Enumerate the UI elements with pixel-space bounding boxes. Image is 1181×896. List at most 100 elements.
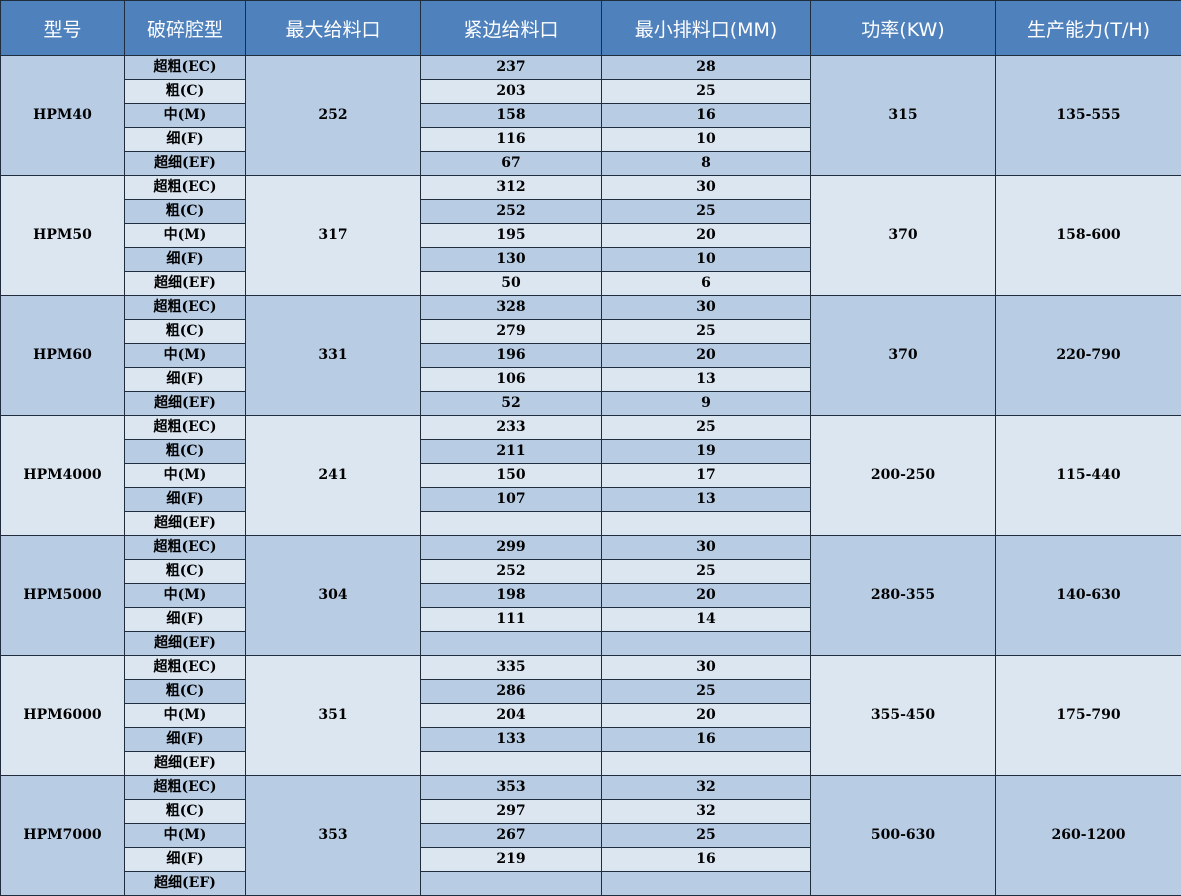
closed-feed-cell: 130 (421, 248, 602, 272)
closed-feed-cell: 111 (421, 608, 602, 632)
min-discharge-cell: 32 (602, 776, 811, 800)
min-discharge-cell: 8 (602, 152, 811, 176)
closed-feed-cell: 286 (421, 680, 602, 704)
closed-feed-cell (421, 632, 602, 656)
min-discharge-cell: 20 (602, 704, 811, 728)
min-discharge-cell: 30 (602, 296, 811, 320)
min-discharge-cell: 19 (602, 440, 811, 464)
capacity-cell: 135-555 (996, 56, 1181, 176)
min-discharge-cell: 25 (602, 200, 811, 224)
min-discharge-cell: 25 (602, 320, 811, 344)
min-discharge-cell: 25 (602, 560, 811, 584)
cavity-cell: 中(M) (125, 584, 246, 608)
cavity-cell: 超细(EF) (125, 512, 246, 536)
cavity-cell: 粗(C) (125, 200, 246, 224)
closed-feed-cell: 195 (421, 224, 602, 248)
closed-feed-cell: 297 (421, 800, 602, 824)
model-cell: HPM6000 (1, 656, 125, 776)
min-discharge-cell: 14 (602, 608, 811, 632)
cavity-cell: 超粗(EC) (125, 176, 246, 200)
closed-feed-cell: 107 (421, 488, 602, 512)
cavity-cell: 中(M) (125, 104, 246, 128)
closed-feed-cell: 211 (421, 440, 602, 464)
max-feed-cell: 351 (246, 656, 421, 776)
min-discharge-cell: 13 (602, 368, 811, 392)
closed-feed-cell: 267 (421, 824, 602, 848)
model-cell: HPM50 (1, 176, 125, 296)
cavity-cell: 细(F) (125, 608, 246, 632)
cavity-cell: 超粗(EC) (125, 416, 246, 440)
cavity-cell: 细(F) (125, 848, 246, 872)
closed-feed-cell: 158 (421, 104, 602, 128)
power-cell: 200-250 (811, 416, 996, 536)
cavity-cell: 超细(EF) (125, 392, 246, 416)
header-min-discharge: 最小排料口(MM) (602, 1, 811, 56)
closed-feed-cell: 52 (421, 392, 602, 416)
cavity-cell: 中(M) (125, 704, 246, 728)
min-discharge-cell: 16 (602, 848, 811, 872)
closed-feed-cell: 233 (421, 416, 602, 440)
power-cell: 355-450 (811, 656, 996, 776)
cavity-cell: 超粗(EC) (125, 656, 246, 680)
max-feed-cell: 241 (246, 416, 421, 536)
max-feed-cell: 304 (246, 536, 421, 656)
min-discharge-cell (602, 872, 811, 896)
closed-feed-cell: 196 (421, 344, 602, 368)
cavity-cell: 细(F) (125, 368, 246, 392)
closed-feed-cell: 150 (421, 464, 602, 488)
min-discharge-cell (602, 632, 811, 656)
cavity-cell: 中(M) (125, 464, 246, 488)
model-cell: HPM60 (1, 296, 125, 416)
min-discharge-cell: 25 (602, 80, 811, 104)
closed-feed-cell: 204 (421, 704, 602, 728)
cavity-cell: 细(F) (125, 128, 246, 152)
cavity-cell: 中(M) (125, 224, 246, 248)
cavity-cell: 粗(C) (125, 560, 246, 584)
closed-feed-cell: 219 (421, 848, 602, 872)
max-feed-cell: 331 (246, 296, 421, 416)
header-row: 型号 破碎腔型 最大给料口 紧边给料口 最小排料口(MM) 功率(KW) 生产能… (1, 1, 1181, 56)
model-cell: HPM40 (1, 56, 125, 176)
closed-feed-cell: 335 (421, 656, 602, 680)
closed-feed-cell: 353 (421, 776, 602, 800)
cavity-cell: 超粗(EC) (125, 536, 246, 560)
capacity-cell: 175-790 (996, 656, 1181, 776)
cavity-cell: 粗(C) (125, 80, 246, 104)
closed-feed-cell: 279 (421, 320, 602, 344)
min-discharge-cell: 30 (602, 176, 811, 200)
header-model: 型号 (1, 1, 125, 56)
cavity-cell: 中(M) (125, 824, 246, 848)
min-discharge-cell: 30 (602, 536, 811, 560)
closed-feed-cell: 116 (421, 128, 602, 152)
closed-feed-cell: 312 (421, 176, 602, 200)
model-cell: HPM5000 (1, 536, 125, 656)
header-capacity: 生产能力(T/H) (996, 1, 1181, 56)
min-discharge-cell: 20 (602, 344, 811, 368)
cavity-cell: 超粗(EC) (125, 776, 246, 800)
cavity-cell: 超细(EF) (125, 272, 246, 296)
min-discharge-cell (602, 752, 811, 776)
closed-feed-cell: 67 (421, 152, 602, 176)
cavity-cell: 超粗(EC) (125, 296, 246, 320)
capacity-cell: 140-630 (996, 536, 1181, 656)
min-discharge-cell: 28 (602, 56, 811, 80)
closed-feed-cell: 133 (421, 728, 602, 752)
closed-feed-cell (421, 512, 602, 536)
cavity-cell: 超细(EF) (125, 752, 246, 776)
closed-feed-cell: 106 (421, 368, 602, 392)
power-cell: 315 (811, 56, 996, 176)
cavity-cell: 超粗(EC) (125, 56, 246, 80)
cavity-cell: 细(F) (125, 488, 246, 512)
capacity-cell: 260-1200 (996, 776, 1181, 896)
closed-feed-cell: 299 (421, 536, 602, 560)
min-discharge-cell: 13 (602, 488, 811, 512)
power-cell: 280-355 (811, 536, 996, 656)
closed-feed-cell: 203 (421, 80, 602, 104)
